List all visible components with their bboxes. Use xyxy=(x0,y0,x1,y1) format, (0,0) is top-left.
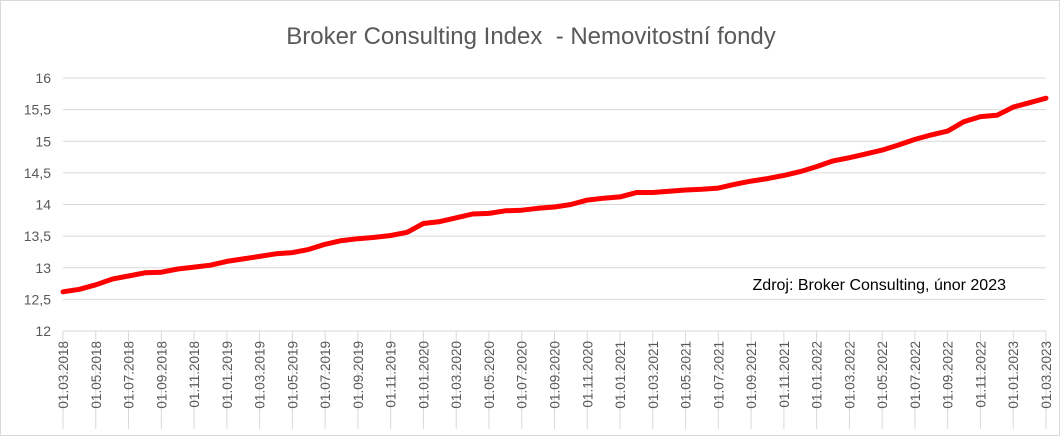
x-tick-label: 01.09.2018 xyxy=(154,341,169,409)
x-tick-label: 01.05.2020 xyxy=(482,341,497,409)
y-tick-label: 15,5 xyxy=(24,102,51,118)
x-tick-label: 01.09.2019 xyxy=(351,341,366,409)
x-tick-label: 01.11.2021 xyxy=(777,341,792,408)
x-tick-label: 01.05.2021 xyxy=(679,341,694,409)
y-tick-label: 12,5 xyxy=(24,291,51,307)
x-tick-label: 01.07.2019 xyxy=(318,341,333,409)
gridlines xyxy=(62,77,1047,429)
chart-title: Broker Consulting Index - Nemovitostní f… xyxy=(286,23,776,50)
y-tick-label: 16 xyxy=(35,70,51,86)
x-tick-label: 01.11.2020 xyxy=(580,341,595,408)
source-annotation: Zdroj: Broker Consulting, únor 2023 xyxy=(753,277,1007,294)
y-tick-label: 14,5 xyxy=(24,165,51,181)
x-tick-label: 01.09.2020 xyxy=(548,341,563,409)
x-tick-label: 01.03.2021 xyxy=(646,341,661,409)
x-tick-label: 01.09.2021 xyxy=(744,341,759,409)
x-tick-label: 01.11.2019 xyxy=(384,341,399,408)
y-tick-label: 15 xyxy=(35,133,51,149)
x-tick-label: 01.09.2022 xyxy=(941,341,956,409)
y-tick-label: 13 xyxy=(35,260,51,276)
x-tick-label: 01.03.2019 xyxy=(253,341,268,409)
x-tick-label: 01.01.2021 xyxy=(613,341,628,409)
x-tick-label: 01.07.2018 xyxy=(122,341,137,409)
y-tick-label: 12 xyxy=(35,323,51,339)
x-tick-label: 01.01.2020 xyxy=(416,341,431,409)
x-tick-label: 01.03.2020 xyxy=(449,341,464,409)
x-tick-label: 01.05.2019 xyxy=(285,341,300,409)
x-tick-label: 01.05.2022 xyxy=(875,341,890,409)
x-axis-ticks: 01.03.2018 01.05.2018 01.07.2018 01.09.2018… xyxy=(56,341,1054,409)
x-tick-label: 01.03.2023 xyxy=(1039,341,1054,409)
x-tick-label: 01.11.2018 xyxy=(187,341,202,408)
x-tick-label: 01.05.2018 xyxy=(89,341,104,409)
x-tick-label: 01.07.2020 xyxy=(515,341,530,409)
x-tick-label: 01.01.2022 xyxy=(810,341,825,409)
x-tick-label: 01.07.2022 xyxy=(908,341,923,409)
series-line xyxy=(60,95,1049,295)
x-tick-label: 01.11.2022 xyxy=(973,341,988,408)
y-tick-label: 14 xyxy=(35,197,51,213)
x-tick-label: 01.03.2022 xyxy=(842,341,857,409)
x-tick-label: 01.01.2019 xyxy=(220,341,235,409)
x-tick-label: 01.03.2018 xyxy=(56,341,71,409)
x-tick-label: 01.07.2021 xyxy=(711,341,726,409)
y-axis-ticks: 12 12,5 13 13,5 14 14,5 15 15,5 16 xyxy=(24,70,51,339)
x-tick-label: 01.01.2023 xyxy=(1006,341,1021,409)
y-tick-label: 13,5 xyxy=(24,228,51,244)
